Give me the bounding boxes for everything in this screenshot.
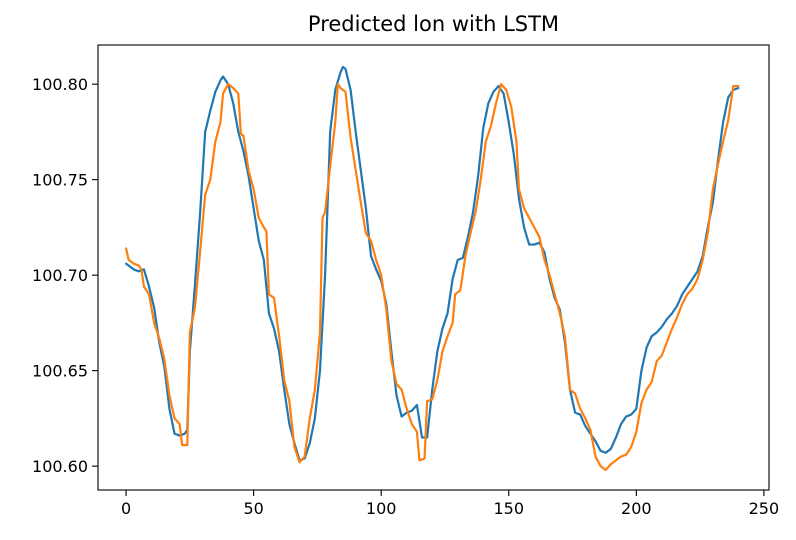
plot-frame <box>97 44 770 491</box>
series-layer <box>124 65 740 472</box>
series-line-1 <box>124 65 740 462</box>
x-tick-label: 150 <box>493 499 524 518</box>
x-tick-label: 200 <box>621 499 652 518</box>
y-tick-label: 100.60 <box>32 457 88 476</box>
y-tick-label: 100.75 <box>32 171 88 190</box>
y-tick-label: 100.65 <box>32 362 88 381</box>
series-line-2 <box>124 83 740 472</box>
x-tick-label: 0 <box>121 499 131 518</box>
y-tick-label: 100.80 <box>32 75 88 94</box>
x-tick-label: 50 <box>243 499 263 518</box>
x-tick-label: 100 <box>366 499 397 518</box>
y-tick-label: 100.70 <box>32 266 88 285</box>
chart-title: Predicted lon with LSTM <box>308 12 559 36</box>
x-tick-label: 250 <box>749 499 780 518</box>
axes-layer: 0 50 100 150 200 250 100.60 100.65 100.70 100.75 1… <box>32 44 780 518</box>
